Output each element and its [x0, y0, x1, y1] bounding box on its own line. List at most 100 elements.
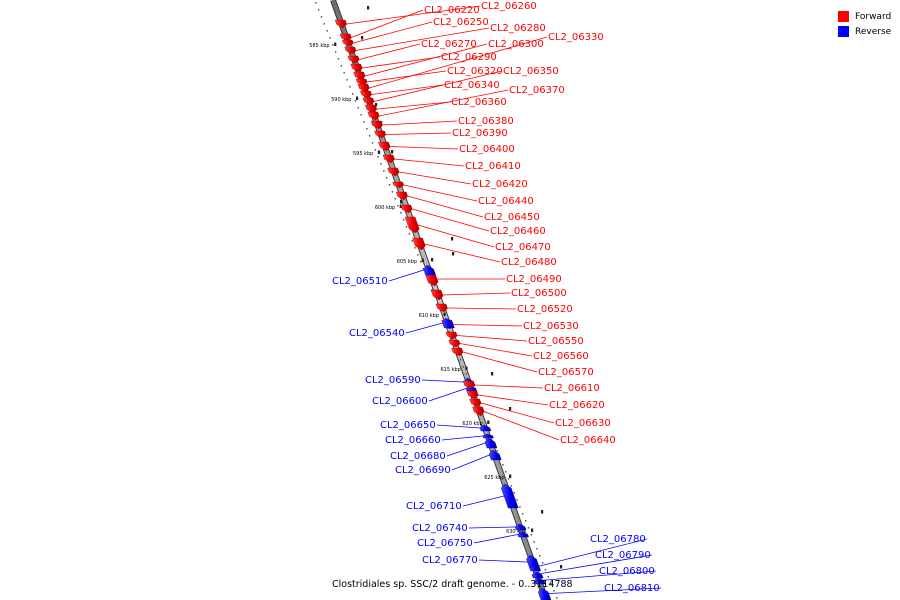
gene-leader-line: [483, 411, 560, 441]
gene-feature-cl2-06640: [472, 406, 485, 417]
scale-dot: [346, 79, 348, 81]
gene-feature-cl2-06300: [353, 71, 366, 81]
gene-feature-cl2-06710: [500, 483, 519, 509]
gene-leader-line: [462, 351, 538, 373]
gene-label-cl2-06360: CL2_06360: [451, 97, 507, 108]
gene-leader-line: [436, 424, 480, 429]
scale-dot: [530, 534, 532, 536]
gene-label-cl2-06690: CL2_06690: [395, 465, 451, 476]
scale-tick-mark: [421, 258, 424, 262]
genome-caption: Clostridiales sp. SSC/2 draft genome. - …: [332, 579, 573, 590]
gene-label-cl2-06640: CL2_06640: [560, 435, 616, 446]
scale-minor-tick: [452, 252, 455, 256]
gene-feature-cl2-06370: [367, 111, 380, 121]
scale-dot: [507, 478, 510, 480]
gene-leader-line: [403, 184, 478, 202]
gene-feature-cl2-06780: [529, 565, 541, 572]
scale-dot: [462, 366, 464, 368]
legend-item-forward: Forward: [838, 9, 891, 24]
gene-leader-line: [367, 70, 447, 83]
gene-leader-line: [355, 27, 490, 51]
scale-dot: [357, 107, 360, 109]
gene-label-cl2-06520: CL2_06520: [517, 304, 573, 315]
scale-dot: [510, 485, 513, 487]
gene-label-cl2-06570: CL2_06570: [538, 367, 594, 378]
scale-ticks: 585 kbp 590 kbp 595 kbp 600 kbp 605 kbp 610 k…: [309, 6, 563, 569]
gene-leader-line: [447, 307, 517, 310]
scale-dot: [400, 212, 402, 214]
gene-label-cl2-06560: CL2_06560: [533, 351, 589, 362]
scale-tick-label: 610 kbp: [419, 313, 439, 319]
gene-feature-cl2-06520: [435, 303, 448, 313]
scale-tick-label: 600 kbp: [375, 205, 395, 211]
scale-dot: [502, 464, 504, 466]
gene-feature-cl2-06800: [533, 577, 546, 585]
gene-label-cl2-06810: CL2_06810: [604, 583, 660, 594]
scale-tick-label: 605 kbp: [397, 259, 417, 265]
scale-tick-label: 620 kbp: [462, 421, 482, 427]
gene-label-cl2-06550: CL2_06550: [528, 336, 584, 347]
scale-dot: [541, 562, 544, 564]
gene-label-cl2-06400: CL2_06400: [459, 144, 515, 155]
gene-feature-cl2-06440: [392, 181, 405, 189]
gene-leader-line: [462, 495, 505, 507]
scale-minor-tick: [431, 258, 434, 262]
gene-feature-cl2-06550: [445, 331, 458, 340]
scale-dot: [317, 9, 320, 11]
gene-leader-line: [428, 388, 467, 402]
scale-dot: [343, 72, 345, 74]
scale-dot: [380, 163, 382, 165]
scale-dot: [366, 128, 368, 130]
legend-label-forward: Forward: [855, 11, 892, 22]
gene-feature-cl2-06330: [357, 83, 370, 93]
gene-features: [334, 19, 552, 600]
gene-feature-cl2-06510: [423, 264, 436, 276]
scale-dot: [544, 569, 547, 571]
gene-leader-line: [407, 195, 484, 218]
legend: Forward Reverse: [838, 9, 891, 39]
gene-label-cl2-06490: CL2_06490: [506, 274, 562, 285]
scale-dot: [397, 205, 399, 207]
gene-label-cl2-06790: CL2_06790: [595, 550, 651, 561]
scale-dot: [527, 527, 530, 529]
gene-feature-cl2-06620: [466, 390, 479, 400]
scale-minor-tick: [541, 510, 544, 514]
gene-label-cl2-06800: CL2_06800: [599, 566, 655, 577]
gene-label-cl2-06340: CL2_06340: [444, 80, 500, 91]
gene-leader-line: [468, 526, 516, 529]
gene-label-cl2-06220: CL2_06220: [424, 5, 480, 16]
scale-dot: [539, 555, 541, 557]
gene-label-cl2-06370: CL2_06370: [509, 85, 565, 96]
scale-dot: [547, 576, 549, 578]
gene-label-cl2-06590: CL2_06590: [365, 375, 421, 386]
scale-dot: [405, 226, 408, 228]
scale-dot: [524, 520, 527, 522]
gene-feature-cl2-06560: [448, 339, 461, 348]
gene-label-cl2-06440: CL2_06440: [478, 196, 534, 207]
gene-feature-cl2-06810: [537, 587, 552, 600]
scale-dot: [465, 373, 467, 375]
gene-feature-cl2-06610: [463, 380, 476, 390]
gene-leader-line: [451, 454, 490, 471]
scale-dot: [513, 492, 515, 494]
scale-minor-tick: [375, 103, 378, 107]
gene-leader-line: [376, 101, 451, 110]
gene-label-cl2-06410: CL2_06410: [465, 161, 521, 172]
gene-leader-line: [457, 335, 528, 342]
scale-dot: [388, 184, 391, 186]
gene-label-cl2-06460: CL2_06460: [490, 226, 546, 237]
scale-tick-mark: [487, 420, 490, 424]
gene-leader-line: [385, 132, 452, 135]
gene-label-cl2-06500: CL2_06500: [511, 288, 567, 299]
gene-leader-line: [412, 208, 490, 232]
scale-dot: [391, 191, 394, 193]
scale-dot: [360, 114, 362, 116]
scale-minor-tick: [509, 407, 512, 411]
gene-feature-cl2-06420: [387, 167, 400, 177]
scale-dot: [516, 499, 518, 501]
gene-leader-line: [446, 442, 486, 457]
gene-label-cl2-06290: CL2_06290: [441, 52, 497, 63]
gene-label-cl2-06630: CL2_06630: [555, 418, 611, 429]
scale-tick-mark: [443, 312, 446, 316]
scale-dot: [556, 597, 558, 599]
